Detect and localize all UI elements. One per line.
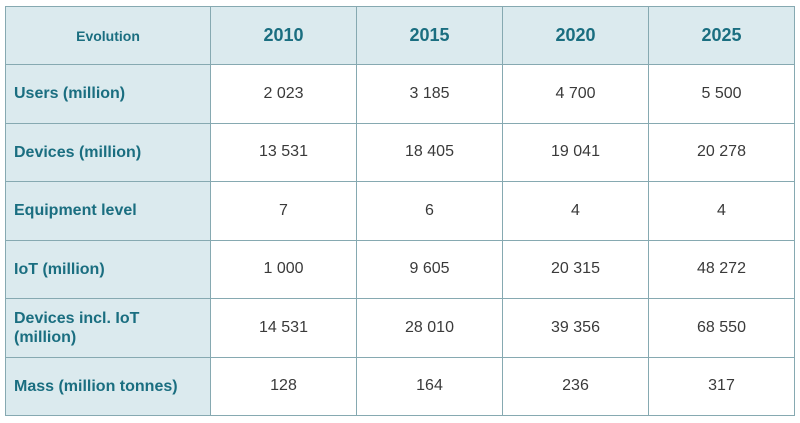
- table-cell: 20 278: [648, 122, 795, 182]
- table-cell: 18 405: [356, 122, 503, 182]
- table-cell: 317: [648, 356, 795, 416]
- column-header-2015: 2015: [356, 6, 503, 65]
- table-cell: 6: [356, 181, 503, 241]
- table-cell: 164: [356, 356, 503, 416]
- row-label: Devices incl. IoT (million): [5, 298, 211, 358]
- row-label: Devices (million): [5, 122, 211, 182]
- table-cell: 20 315: [502, 239, 649, 299]
- row-label: Users (million): [5, 64, 211, 124]
- table-cell: 128: [210, 356, 357, 416]
- table-cell: 5 500: [648, 64, 795, 124]
- column-header-2010: 2010: [210, 6, 357, 65]
- column-header-2020: 2020: [502, 6, 649, 65]
- table-cell: 48 272: [648, 239, 795, 299]
- column-header-2025: 2025: [648, 6, 795, 65]
- table-cell: 68 550: [648, 298, 795, 358]
- row-label: Equipment level: [5, 181, 211, 241]
- evolution-table-container: Evolution 2010 2015 2020 2025 Users (mil…: [5, 6, 795, 416]
- table-row-devices: Devices (million) 13 531 18 405 19 041 2…: [5, 122, 795, 182]
- row-label: Mass (million tonnes): [5, 356, 211, 416]
- table-cell: 1 000: [210, 239, 357, 299]
- table-cell: 39 356: [502, 298, 649, 358]
- evolution-table: Evolution 2010 2015 2020 2025 Users (mil…: [5, 6, 795, 416]
- table-row-users: Users (million) 2 023 3 185 4 700 5 500: [5, 64, 795, 124]
- table-header-row: Evolution 2010 2015 2020 2025: [5, 6, 795, 65]
- column-header-evolution: Evolution: [5, 6, 211, 65]
- table-cell: 236: [502, 356, 649, 416]
- table-cell: 2 023: [210, 64, 357, 124]
- table-cell: 4 700: [502, 64, 649, 124]
- table-cell: 28 010: [356, 298, 503, 358]
- table-cell: 13 531: [210, 122, 357, 182]
- table-row-devices-incl-iot: Devices incl. IoT (million) 14 531 28 01…: [5, 298, 795, 358]
- table-cell: 4: [648, 181, 795, 241]
- table-cell: 9 605: [356, 239, 503, 299]
- table-cell: 4: [502, 181, 649, 241]
- table-cell: 7: [210, 181, 357, 241]
- table-row-equipment-level: Equipment level 7 6 4 4: [5, 181, 795, 241]
- row-label: IoT (million): [5, 239, 211, 299]
- table-cell: 3 185: [356, 64, 503, 124]
- table-row-mass: Mass (million tonnes) 128 164 236 317: [5, 356, 795, 416]
- table-cell: 14 531: [210, 298, 357, 358]
- table-cell: 19 041: [502, 122, 649, 182]
- table-row-iot: IoT (million) 1 000 9 605 20 315 48 272: [5, 239, 795, 299]
